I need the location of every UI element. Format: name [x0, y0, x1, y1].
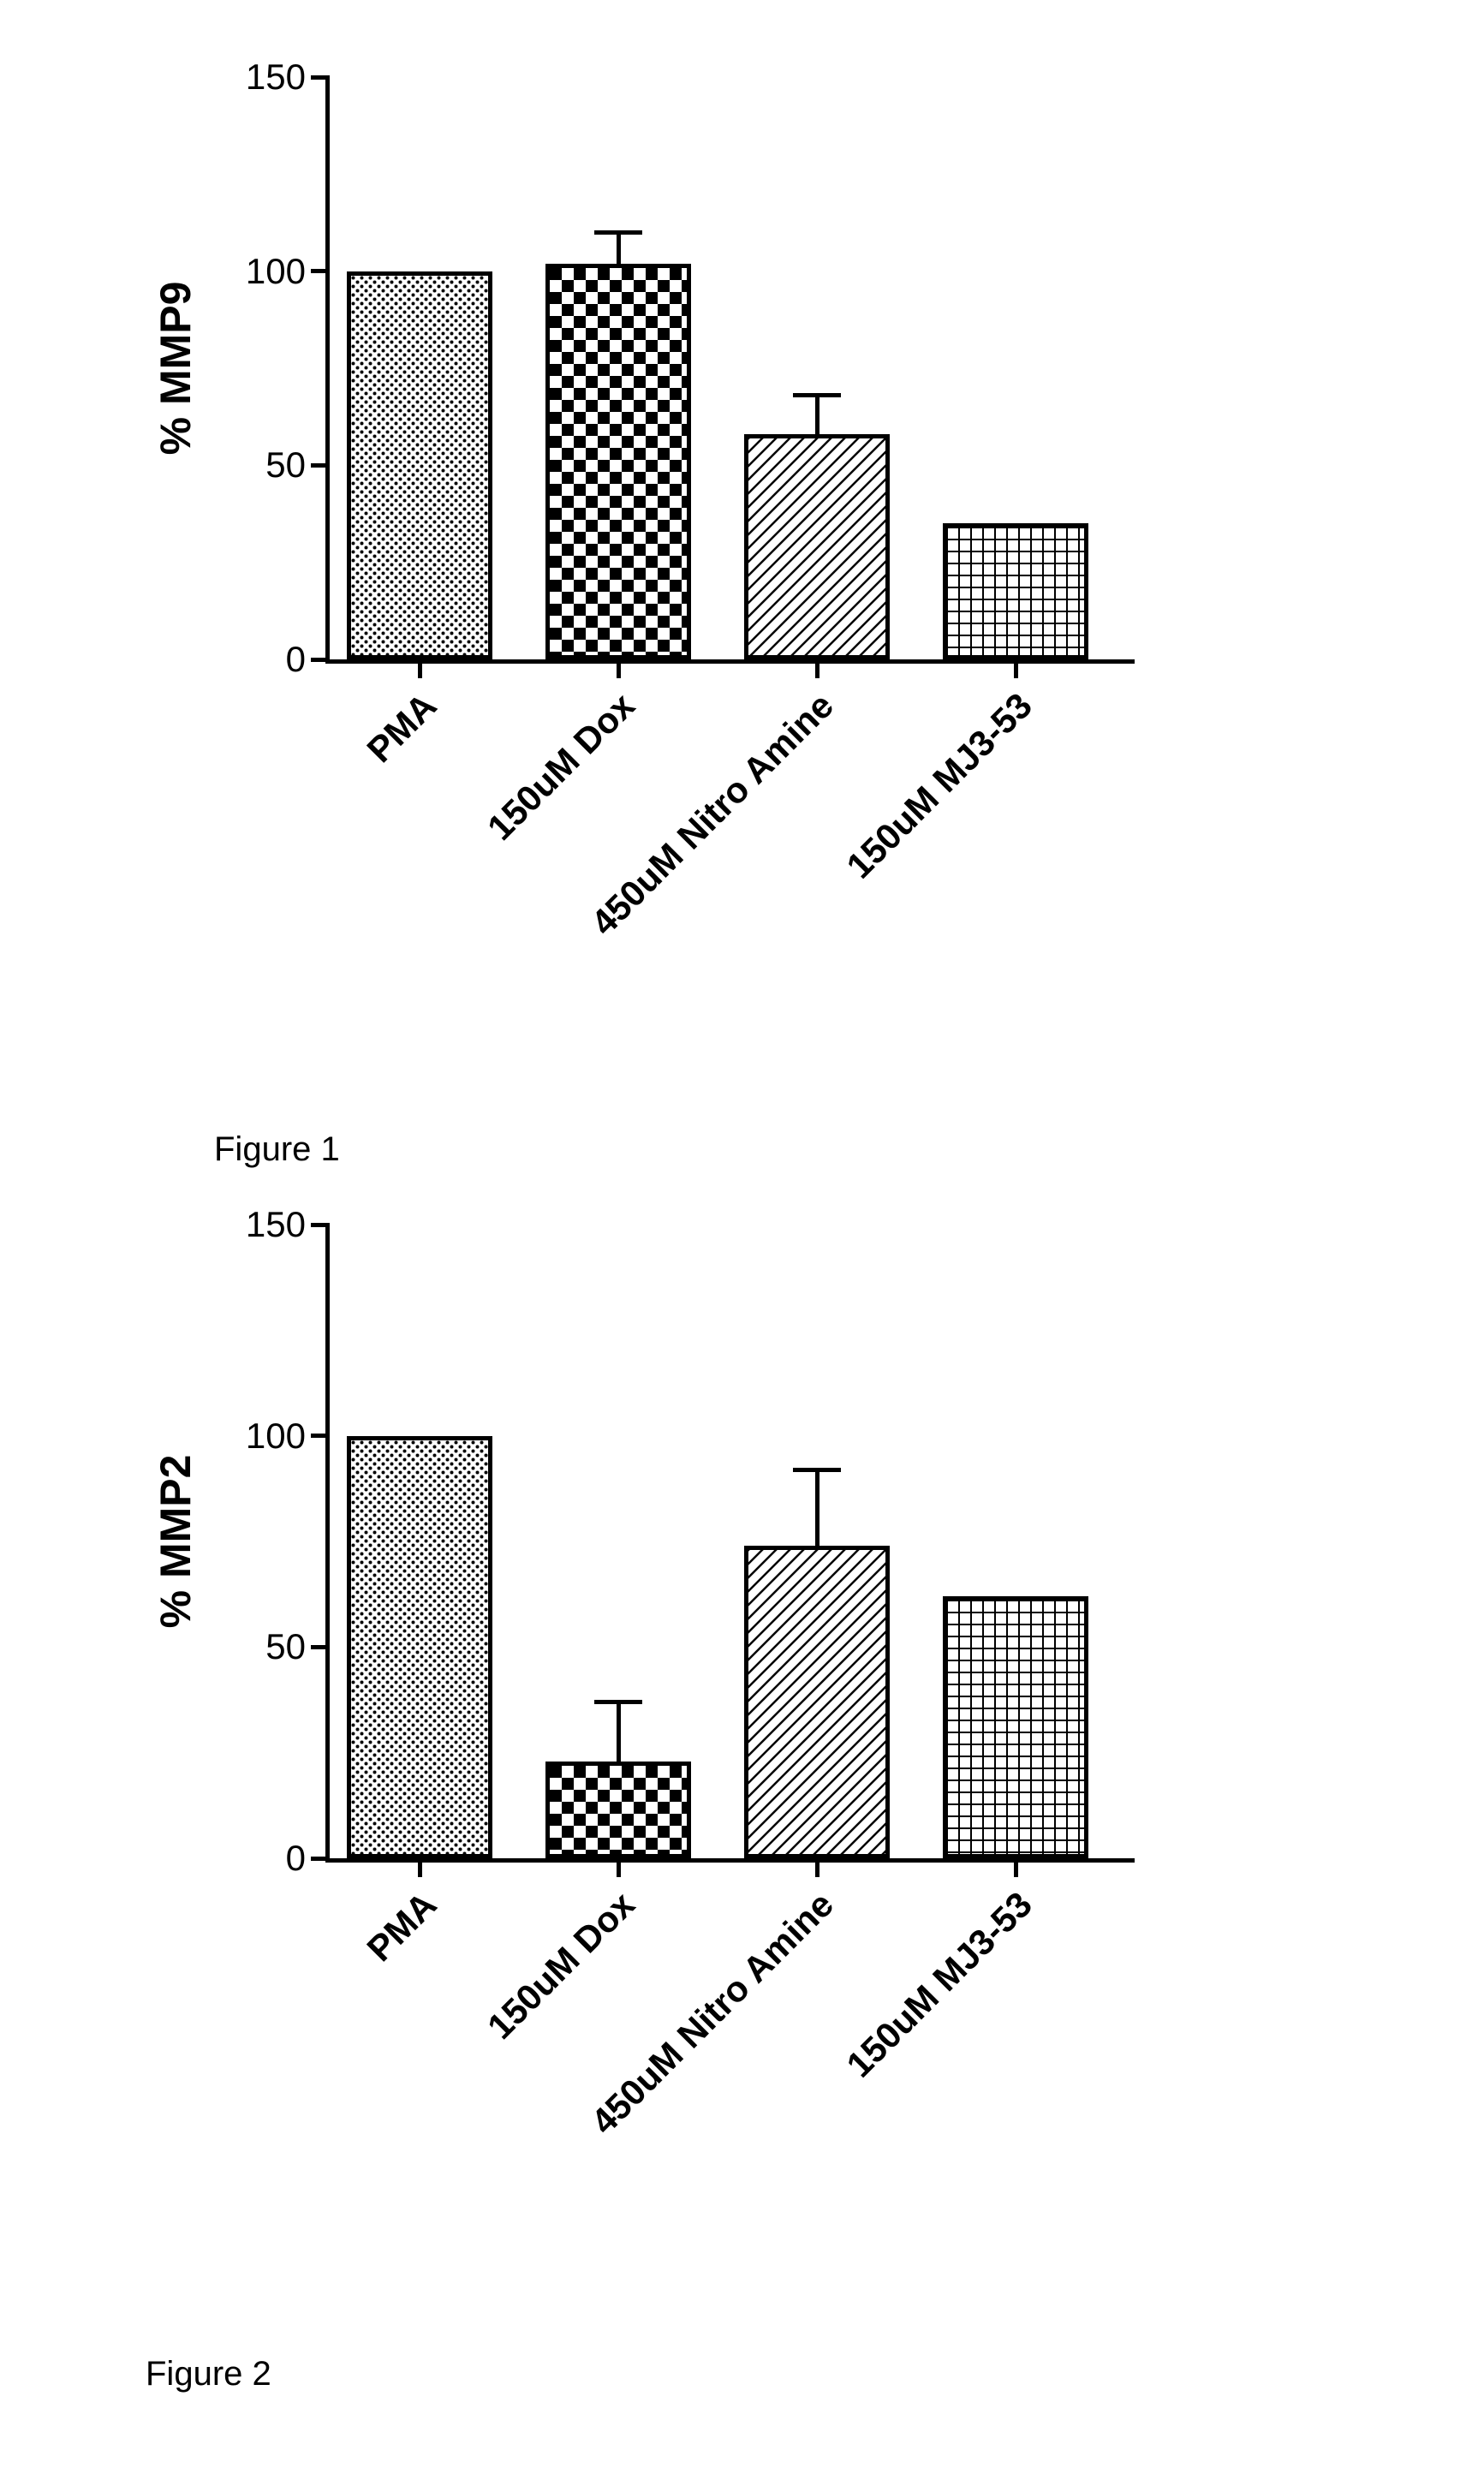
fig2-x-tick	[815, 1858, 819, 1877]
fig1-y-tick-label: 0	[286, 639, 306, 680]
fig1-y-tick	[311, 269, 330, 273]
fig1-error-cap	[793, 393, 841, 397]
fig2-x-tick-label: 150uM Dox	[480, 1884, 643, 2048]
fig1-bar	[545, 264, 691, 659]
fig1-error-bar	[815, 396, 819, 434]
fig2-y-tick-label: 100	[246, 1416, 306, 1457]
fig2-bar	[347, 1436, 492, 1858]
fig2-error-bar	[617, 1702, 621, 1761]
fig1-bar	[347, 271, 492, 659]
fig2-x-tick	[418, 1858, 422, 1877]
fig1-y-tick-label: 150	[246, 57, 306, 98]
fig1-y-tick	[311, 658, 330, 662]
fig1-plot-area: % MMP9050100150PMA150uM Dox450uM Nitro A…	[325, 77, 1135, 664]
fig1-x-tick-label: 150uM MJ3-53	[839, 685, 1040, 886]
fig2-chart: % MMP2050100150PMA150uM Dox450uM Nitro A…	[325, 1225, 1135, 1863]
fig1-bar	[943, 523, 1088, 659]
fig1-y-axis-title: % MMP9	[151, 282, 200, 456]
page: % MMP9050100150PMA150uM Dox450uM Nitro A…	[0, 0, 1484, 2468]
fig2-y-tick	[311, 1223, 330, 1227]
fig2-error-cap	[594, 1700, 642, 1704]
fig2-bar	[943, 1596, 1088, 1858]
fig2-y-tick	[311, 1434, 330, 1438]
fig2-y-tick	[311, 1857, 330, 1861]
fig2-x-tick-label: 150uM MJ3-53	[839, 1884, 1040, 2085]
fig1-chart: % MMP9050100150PMA150uM Dox450uM Nitro A…	[325, 77, 1135, 664]
fig2-x-tick-label: PMA	[359, 1884, 444, 1970]
fig2-x-tick	[1014, 1858, 1018, 1877]
fig2-y-tick-label: 50	[265, 1626, 306, 1667]
fig1-x-tick-label: PMA	[359, 685, 444, 771]
fig1-y-tick	[311, 463, 330, 468]
fig2-error-bar	[815, 1469, 819, 1546]
fig2-plot-area: % MMP2050100150PMA150uM Dox450uM Nitro A…	[325, 1225, 1135, 1863]
fig2-y-tick-label: 0	[286, 1838, 306, 1879]
fig1-y-tick	[311, 75, 330, 80]
fig1-x-tick	[1014, 659, 1018, 678]
fig2-y-axis-title: % MMP2	[151, 1455, 200, 1629]
fig1-error-bar	[617, 232, 621, 263]
fig1-x-tick	[617, 659, 621, 678]
fig1-caption: Figure 1	[214, 1130, 340, 1169]
fig1-bar	[744, 434, 890, 659]
fig1-x-tick	[815, 659, 819, 678]
fig2-caption: Figure 2	[146, 2355, 271, 2393]
fig2-y-tick	[311, 1645, 330, 1649]
fig1-y-tick-label: 100	[246, 251, 306, 292]
fig1-x-tick-label: 150uM Dox	[480, 685, 643, 849]
fig2-bar	[545, 1762, 691, 1858]
fig2-bar	[744, 1546, 890, 1858]
fig2-x-tick	[617, 1858, 621, 1877]
fig2-error-cap	[793, 1468, 841, 1472]
fig1-y-tick-label: 50	[265, 444, 306, 486]
fig2-y-tick-label: 150	[246, 1204, 306, 1245]
fig1-x-tick	[418, 659, 422, 678]
fig1-error-cap	[594, 230, 642, 235]
